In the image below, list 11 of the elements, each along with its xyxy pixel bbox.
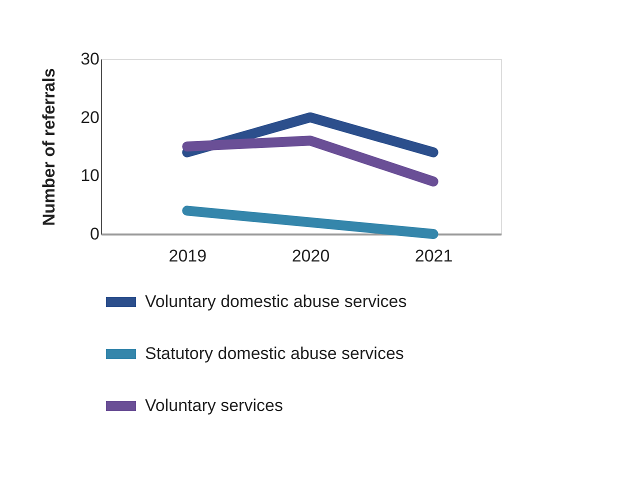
legend-label: Voluntary services	[145, 396, 283, 415]
x-tick-label: 2019	[168, 246, 207, 266]
y-tick-label: 30	[80, 50, 100, 68]
legend-label: Statutory domestic abuse services	[145, 344, 404, 363]
y-tick-label: 0	[90, 224, 100, 244]
y-tick-label: 10	[80, 166, 100, 186]
y-axis-title: Number of referrals	[40, 68, 59, 226]
y-tick-label: 20	[80, 108, 100, 127]
x-tick-label: 2020	[292, 246, 330, 266]
x-tick-label: 2021	[414, 246, 453, 266]
legend-label: Voluntary domestic abuse services	[145, 292, 407, 311]
